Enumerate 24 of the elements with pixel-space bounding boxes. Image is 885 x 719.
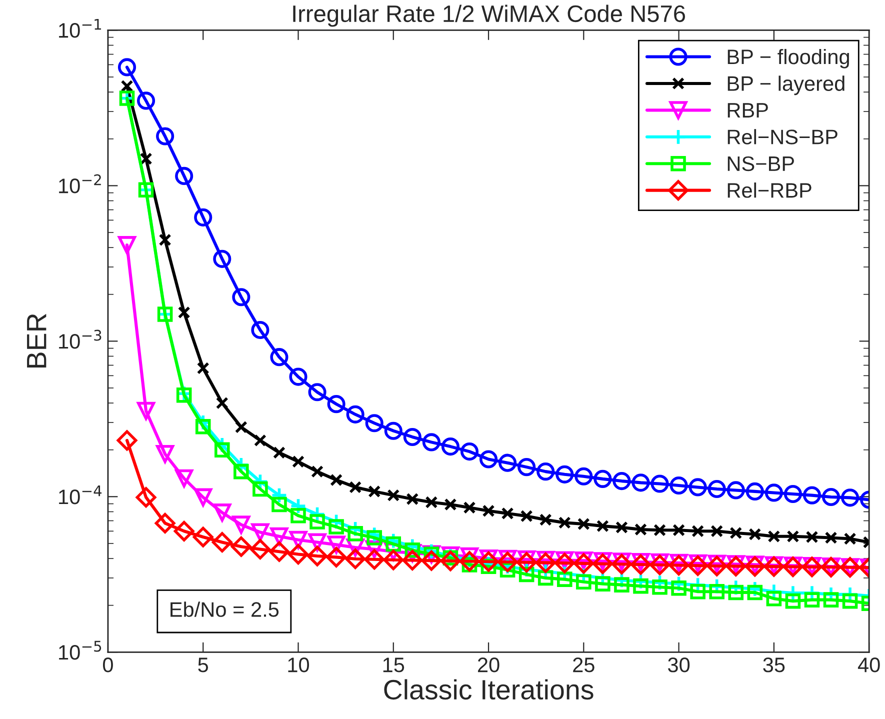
- legend-label: Rel−NS−BP: [728, 129, 838, 144]
- x-tick-label: 40: [858, 658, 880, 672]
- x-tick-label: 5: [198, 658, 208, 672]
- x-tick-label: 35: [763, 658, 785, 672]
- legend-label: RBP: [728, 103, 768, 118]
- legend-label: Rel−RBP: [728, 182, 812, 198]
- chart-title: Irregular Rate 1/2 WiMAX Code N576: [293, 4, 685, 27]
- legend-label: BP − flooding: [728, 48, 849, 68]
- x-axis-title: Classic Iterations: [384, 679, 594, 700]
- y-tick-label: 10$^{−1}$: [59, 18, 102, 38]
- y-tick-label: 10$^{−3}$: [59, 330, 102, 349]
- x-tick-label: 30: [668, 658, 690, 672]
- x-tick-label: 0: [102, 658, 113, 672]
- legend-label: NS−BP: [728, 156, 794, 172]
- x-tick-label: 20: [478, 658, 500, 672]
- x-tick-label: 15: [383, 658, 404, 672]
- x-tick-label: 10: [288, 658, 310, 672]
- legend-label: BP − layered: [728, 76, 844, 96]
- y-tick-label: 10$^{−4}$: [59, 485, 102, 504]
- y-axis-title: BER: [27, 314, 46, 368]
- annotation: Eb/No = 2.5: [170, 602, 279, 617]
- y-tick-label: 10$^{−2}$: [59, 174, 101, 194]
- y-tick-label: 10$^{−5}$: [59, 640, 102, 660]
- x-tick-label: 25: [573, 658, 594, 672]
